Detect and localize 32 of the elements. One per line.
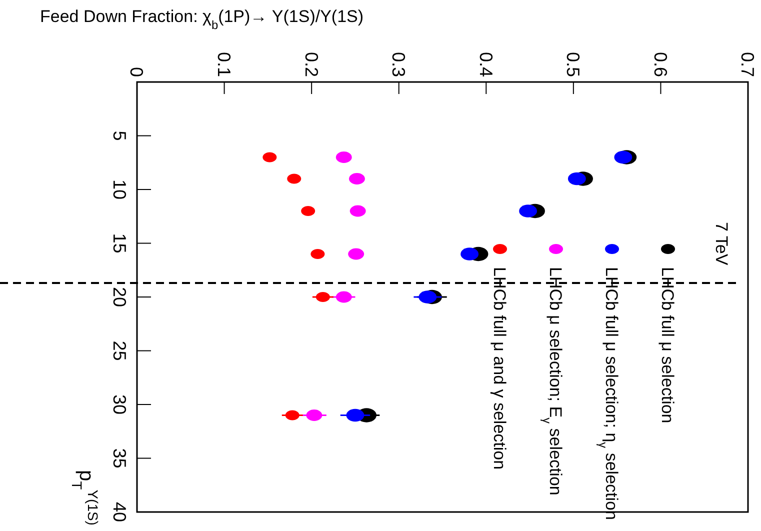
point (460, 248, 479, 260)
point (519, 204, 537, 218)
point (287, 174, 302, 184)
y-tick-label: 20 (110, 286, 130, 308)
point (262, 152, 277, 162)
x-tick-label: 0.3 (388, 52, 409, 77)
point (568, 172, 586, 186)
x-tick-label: 0.6 (650, 52, 670, 77)
point (614, 150, 632, 164)
y-tick-label: 35 (110, 448, 130, 468)
y-tick-label: 10 (110, 179, 130, 200)
x-tick-label: 0.2 (301, 52, 322, 77)
chart-title: Feed Down Fraction: χ$_{b}$(1P)→ Υ(1S)/Υ(1S) (40, 7, 364, 32)
x-tick-label: 0 (126, 66, 147, 77)
y-tick-label: 5 (110, 130, 130, 141)
x-tick-label: 0.4 (476, 52, 496, 77)
x-tick-label: 0.5 (563, 52, 584, 77)
legend-label: LHCb full μ and γ selection (490, 267, 510, 470)
x-tick-label: 0.1 (214, 52, 234, 77)
y-tick-label: 30 (110, 394, 130, 415)
point (346, 408, 364, 422)
legend-label: LHCb full μ selection (658, 267, 678, 424)
point (348, 248, 364, 260)
y-tick-label: 15 (110, 233, 130, 254)
y-tick-label: 25 (110, 340, 130, 361)
x-tick-label: 0.7 (738, 52, 758, 77)
annotation: 7 TeV (712, 222, 732, 266)
point (285, 410, 300, 420)
point (336, 291, 352, 303)
y-tick-label: 40 (110, 502, 130, 522)
point (350, 205, 366, 217)
point (418, 290, 437, 304)
